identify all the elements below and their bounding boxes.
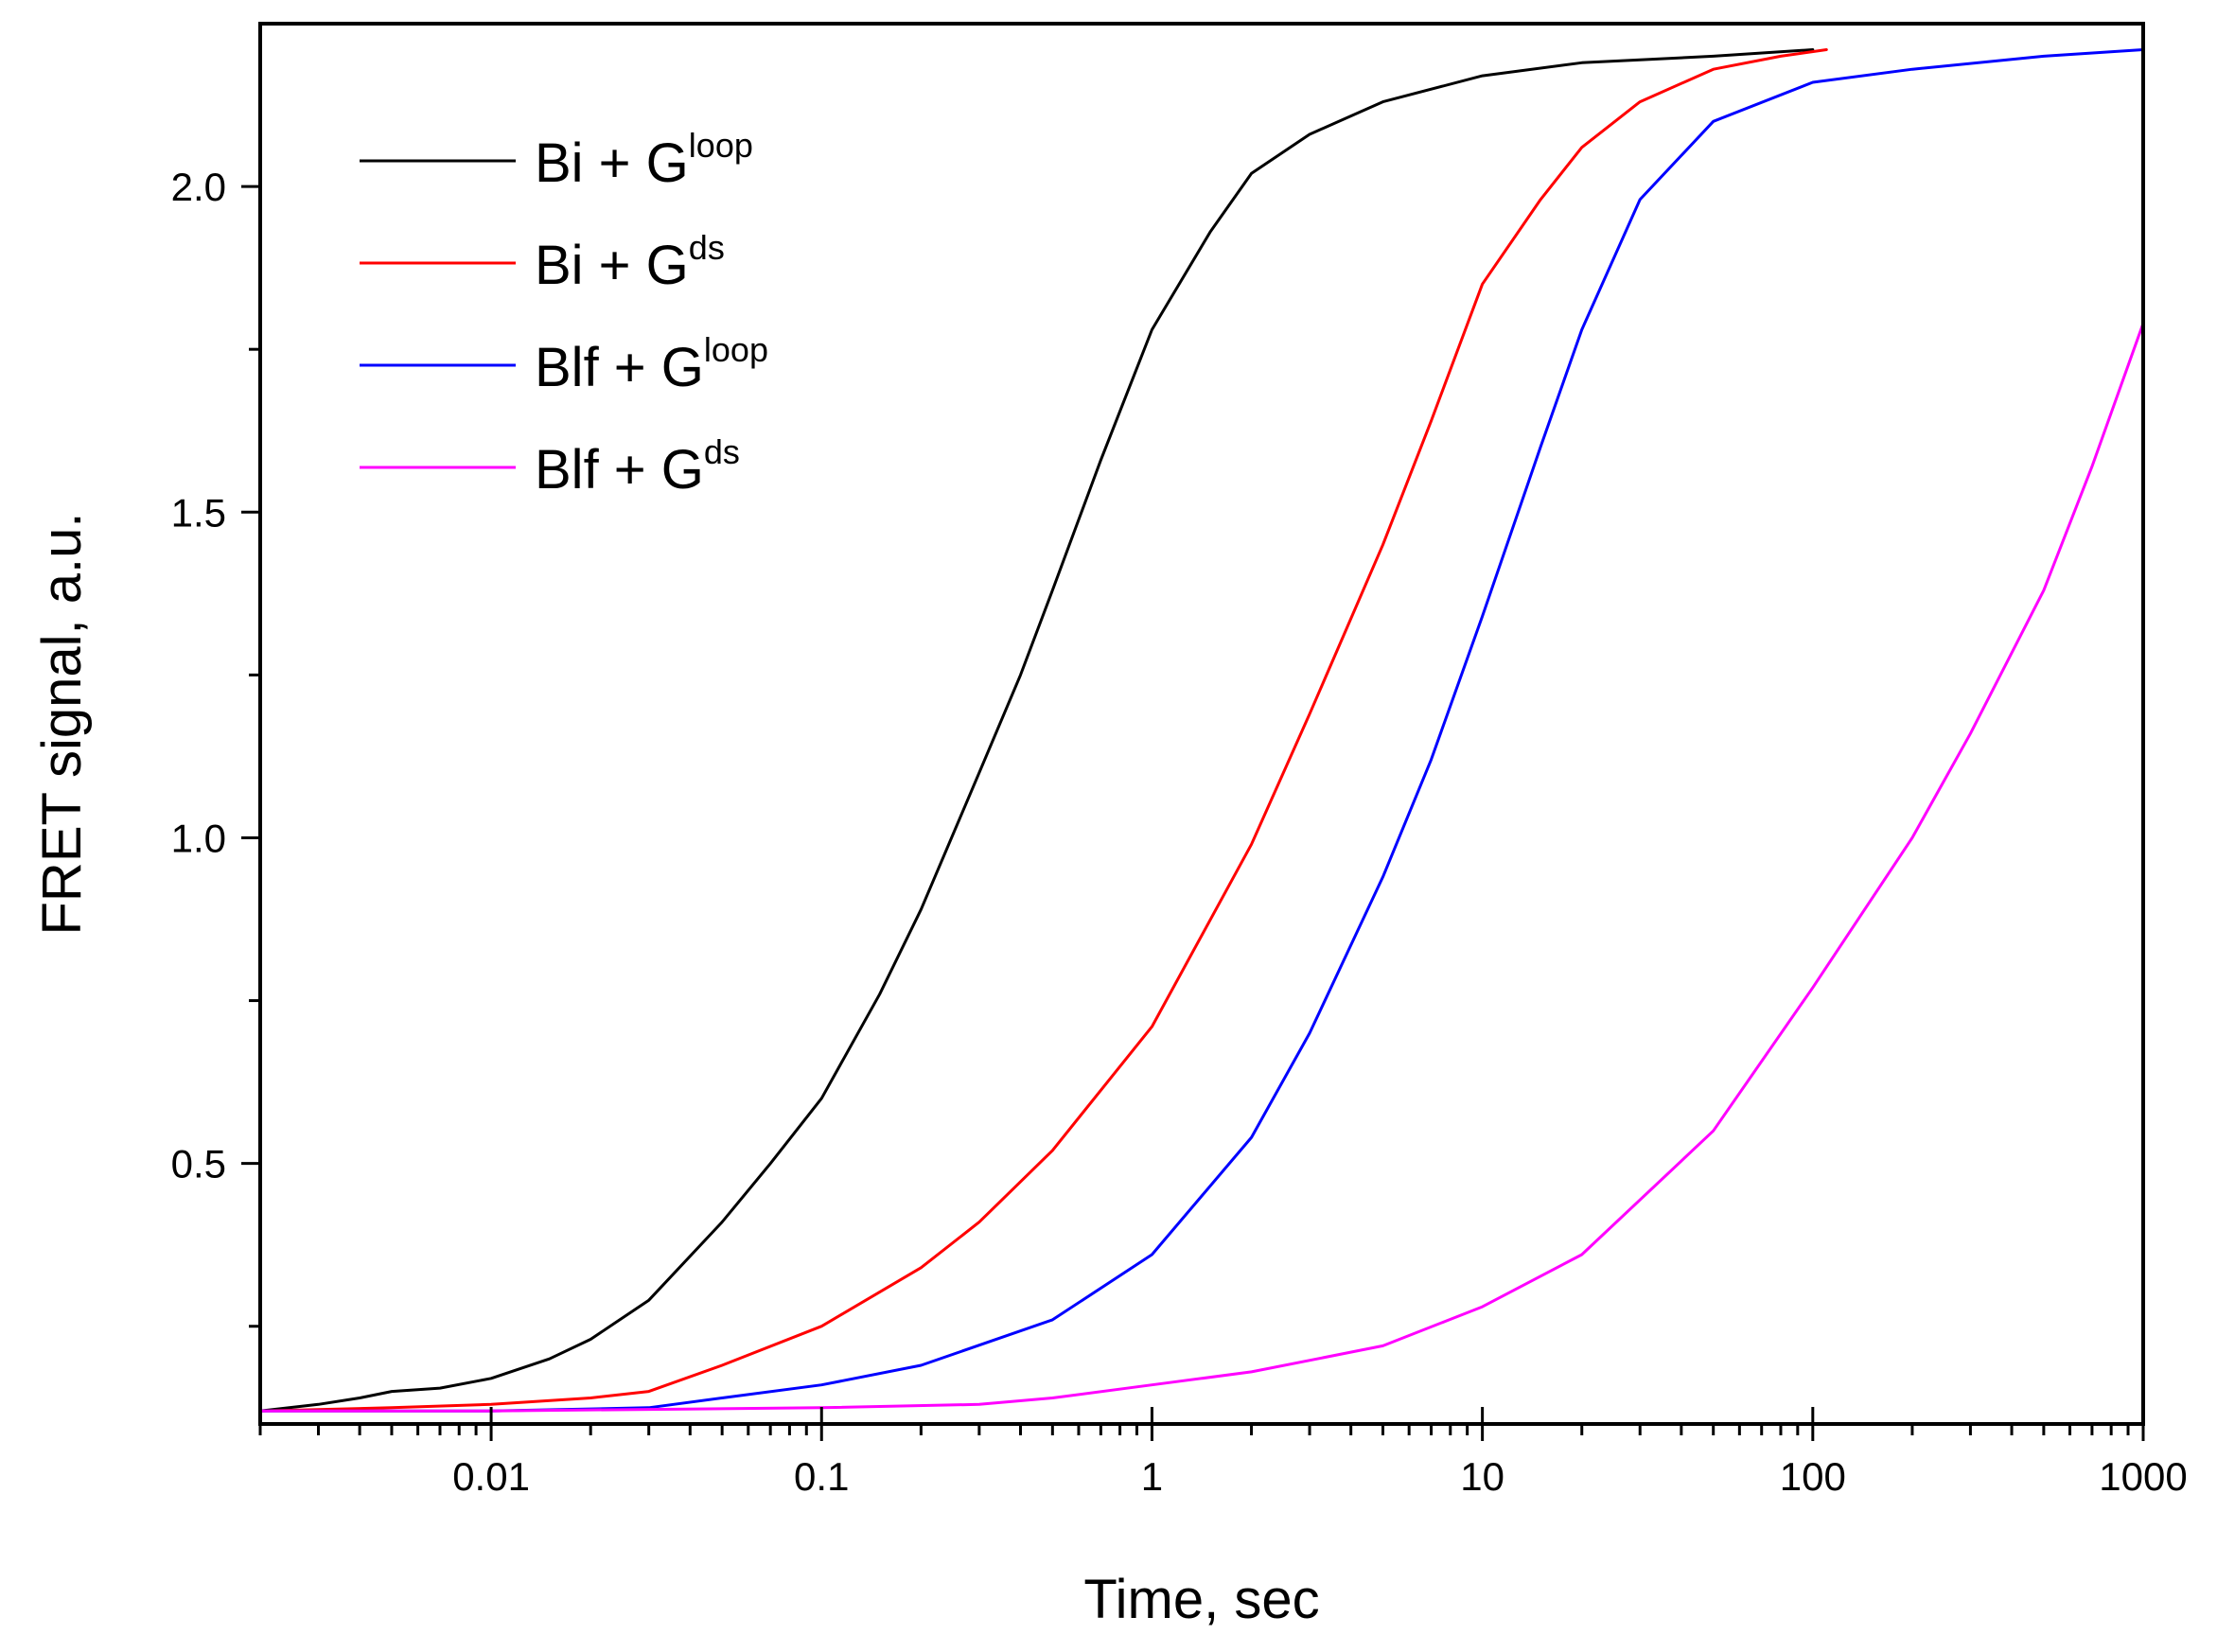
x-tick-label: 0.01 bbox=[452, 1454, 530, 1499]
y-tick-label: 1.0 bbox=[171, 816, 226, 860]
x-tick-label: 10 bbox=[1460, 1454, 1504, 1499]
y-axis-title: FRET signal, a.u. bbox=[31, 512, 93, 935]
series-line-3 bbox=[258, 48, 2145, 1413]
legend-label-2: Bi + Gds bbox=[535, 228, 725, 296]
legend: Bi + Gloop Bi + Gds Blf + Gloop Blf + Gds bbox=[360, 126, 768, 501]
series-line-1 bbox=[258, 48, 1815, 1413]
legend-label-4: Blf + Gds bbox=[535, 432, 740, 501]
y-tick-label: 1.5 bbox=[171, 490, 226, 535]
legend-label-1: Bi + Gloop bbox=[535, 126, 753, 194]
x-tick-label: 1000 bbox=[2099, 1454, 2187, 1499]
x-axis-title: Time, sec bbox=[1083, 1569, 1319, 1630]
y-tick-label: 0.5 bbox=[171, 1142, 226, 1186]
legend-label-3: Blf + Gloop bbox=[535, 330, 768, 398]
series-layer bbox=[258, 48, 2145, 1413]
y-tick-label: 2.0 bbox=[171, 165, 226, 209]
x-tick-label: 100 bbox=[1780, 1454, 1846, 1499]
plot-frame bbox=[258, 22, 2145, 1426]
series-line-4 bbox=[258, 322, 2145, 1413]
x-tick-label: 0.1 bbox=[794, 1454, 849, 1499]
series-line-2 bbox=[258, 48, 1828, 1413]
tick-labels-layer: 0.01 0.1 1 10 100 1000 0.5 1.0 1.5 2.0 bbox=[171, 165, 2188, 1499]
x-tick-label: 1 bbox=[1141, 1454, 1163, 1499]
